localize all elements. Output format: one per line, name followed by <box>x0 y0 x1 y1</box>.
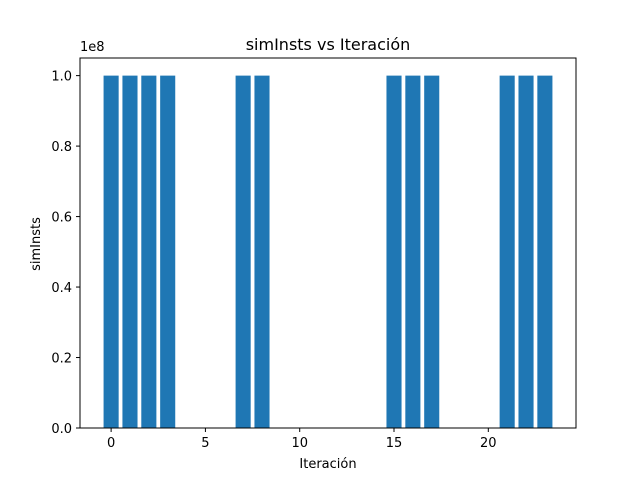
y-tick-label: 0.4 <box>51 281 72 296</box>
bar-17 <box>424 75 440 428</box>
bar-8 <box>254 75 270 428</box>
bars-group <box>103 75 553 428</box>
x-tick-label: 15 <box>386 436 403 451</box>
y-axis-offset-label: 1e8 <box>80 40 105 55</box>
x-tick-label: 0 <box>107 436 115 451</box>
bar-15 <box>386 75 402 428</box>
y-tick-label: 0.2 <box>51 352 72 367</box>
x-tick-label: 5 <box>201 436 209 451</box>
y-axis-label: simInsts <box>29 217 44 271</box>
x-tick-label: 20 <box>480 436 497 451</box>
bar-22 <box>518 75 534 428</box>
bar-2 <box>141 75 157 428</box>
bar-7 <box>235 75 251 428</box>
y-tick-label: 1.0 <box>51 70 72 85</box>
bar-23 <box>537 75 553 428</box>
bar-1 <box>122 75 138 428</box>
bar-0 <box>103 75 119 428</box>
x-axis-ticks: 0 5 10 15 20 <box>107 428 497 451</box>
plot-frame <box>79 57 577 429</box>
bar-16 <box>405 75 421 428</box>
y-axis-ticks: 0.0 0.2 0.4 0.6 0.8 1.0 <box>51 70 80 437</box>
bar-3 <box>160 75 176 428</box>
x-axis-label: Iteración <box>299 457 356 472</box>
bar-21 <box>499 75 515 428</box>
y-tick-label: 0.0 <box>51 422 72 437</box>
x-tick-label: 10 <box>291 436 308 451</box>
chart-title: simInsts vs Iteración <box>246 35 411 54</box>
y-tick-label: 0.8 <box>51 140 72 155</box>
y-tick-label: 0.6 <box>51 211 72 226</box>
